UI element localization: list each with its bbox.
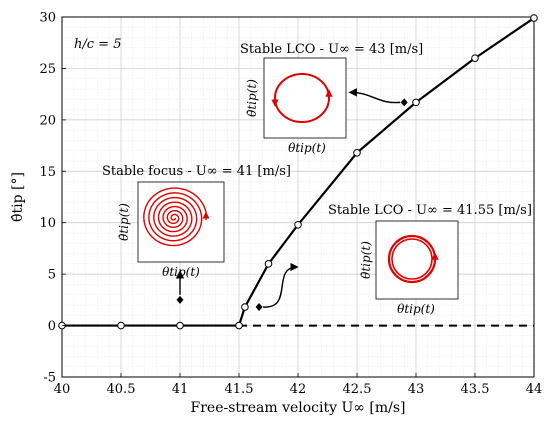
x-tick-label: 43	[408, 382, 425, 397]
annotation-title-lco-4155: Stable LCO - U∞ = 41.55 [m/s]	[328, 203, 532, 218]
phase-plot-lco-43	[263, 57, 347, 139]
data-point	[353, 148, 361, 157]
y-tick-label: 25	[39, 62, 56, 77]
data-point	[412, 98, 420, 107]
x-tick-label: 40	[54, 382, 71, 397]
spiral-path	[143, 187, 208, 247]
y-tick-label: 15	[39, 165, 56, 180]
data-point	[471, 54, 479, 62]
ratio-label: h/c = 5	[74, 37, 121, 52]
spiral-trajectory	[143, 187, 210, 247]
phase-xlabel-focus: θtip(t)	[162, 265, 200, 279]
data-point	[530, 14, 538, 22]
data-point	[241, 303, 249, 311]
data-point	[235, 321, 243, 330]
x-tick-label: 44	[526, 382, 543, 397]
data-points	[58, 14, 538, 330]
y-tick-label: -5	[43, 371, 56, 386]
x-tick-label: 42.5	[343, 382, 372, 397]
data-point	[176, 321, 184, 330]
diamond-marker	[400, 98, 408, 107]
diamond-marker	[255, 303, 263, 312]
y-tick-label: 10	[39, 216, 56, 231]
x-tick-label: 41	[172, 382, 189, 397]
y-tick-label: 30	[39, 11, 56, 26]
data-point	[117, 321, 125, 330]
x-tick-label: 40.5	[107, 382, 136, 397]
x-tick-label: 43.5	[461, 382, 490, 397]
data-point	[264, 260, 273, 268]
phase-xlabel-lco-4155: θtip(t)	[397, 302, 435, 316]
phase-ylabel-lco-43: θ̇tip(t)	[245, 79, 259, 117]
arrow-lco-43	[348, 88, 401, 104]
annotation-markers	[175, 88, 408, 312]
arrow-lco-4155	[263, 262, 299, 308]
annotation-title-focus: Stable focus - U∞ = 41 [m/s]	[102, 164, 291, 179]
y-tick-label: 0	[48, 319, 56, 334]
x-axis-label: Free-stream velocity U∞ [m/s]	[191, 400, 406, 416]
tick-labels: 40 40.5 41 41.5 42 42.5 43 43.5 44 -5 0 5 10 15 20 25 30	[39, 11, 542, 398]
y-tick-label: 20	[39, 113, 56, 128]
x-tick-label: 41.5	[225, 382, 254, 397]
phase-xlabel-lco-43: θtip(t)	[288, 141, 326, 155]
phase-ylabel-focus: θ̇tip(t)	[117, 203, 131, 241]
diamond-marker	[176, 295, 184, 304]
converging-ring-trajectory	[387, 234, 439, 284]
ellipse-trajectory	[271, 73, 333, 123]
y-tick-label: 5	[48, 268, 56, 283]
phase-plot-focus	[137, 181, 225, 263]
y-axis-label: θ̂tip [°]	[10, 172, 26, 222]
phase-ylabel-lco-4155: θ̇tip(t)	[359, 241, 373, 279]
annotation-title-lco-43: Stable LCO - U∞ = 43 [m/s]	[240, 42, 423, 57]
data-point	[294, 220, 302, 229]
x-tick-label: 42	[290, 382, 307, 397]
